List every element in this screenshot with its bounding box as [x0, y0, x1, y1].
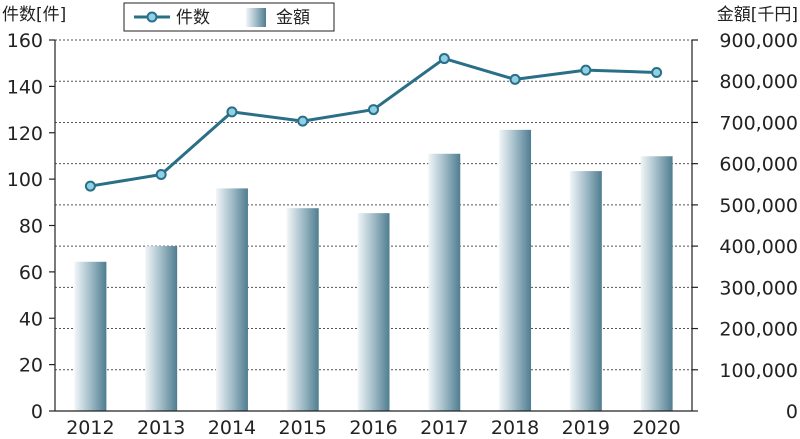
- right-tick-label: 400,000: [719, 236, 798, 258]
- legend-label-count: 件数: [176, 8, 210, 28]
- left-tick-label: 160: [7, 30, 43, 52]
- bar-series: [74, 129, 673, 412]
- left-tick-label: 120: [7, 123, 43, 145]
- count-point-2017: [438, 53, 450, 65]
- line-series: [84, 53, 663, 192]
- bar-2016: [357, 213, 390, 411]
- right-axis-title: 金額[千円]: [717, 5, 798, 25]
- bar-2018: [499, 129, 532, 411]
- x-tick-label: 2013: [137, 417, 185, 439]
- bar-2015: [286, 208, 319, 411]
- bar-2014: [215, 188, 248, 411]
- x-tick-label: 2015: [279, 417, 327, 439]
- left-tick-label: 140: [7, 76, 43, 98]
- left-tick-label: 0: [31, 401, 43, 423]
- bar-2019: [569, 171, 602, 411]
- count-point-2012: [84, 180, 96, 192]
- right-tick-label: 500,000: [719, 195, 798, 217]
- right-tick-label: 0: [786, 401, 798, 423]
- count-point-2018: [509, 73, 521, 85]
- legend-label-amount: 金額: [276, 8, 310, 28]
- bar-2013: [145, 246, 178, 411]
- legend: 件数 金額: [123, 2, 335, 32]
- left-axis-title: 件数[件]: [2, 5, 66, 25]
- x-tick-label: 2012: [66, 417, 114, 439]
- right-tick-label: 700,000: [719, 112, 798, 134]
- axes: [49, 39, 698, 412]
- count-point-2015: [297, 115, 309, 127]
- count-point-2016: [368, 104, 379, 116]
- tick-labels: 0 20 40 60 80 100 120 140 160 0 100,000 200,000 300,…: [7, 30, 798, 439]
- x-tick-label: 2014: [208, 417, 256, 439]
- x-tick-label: 2016: [349, 417, 397, 439]
- left-tick-label: 100: [7, 169, 43, 191]
- left-tick-label: 60: [19, 262, 43, 284]
- x-tick-label: 2017: [420, 417, 468, 439]
- count-point-2013: [155, 168, 167, 180]
- right-tick-label: 100,000: [719, 360, 798, 382]
- legend-line-marker: [146, 11, 158, 23]
- right-tick-label: 800,000: [719, 71, 798, 93]
- right-tick-label: 600,000: [719, 154, 798, 176]
- right-tick-label: 900,000: [719, 30, 798, 52]
- left-tick-label: 40: [19, 308, 43, 330]
- x-tick-label: 2019: [562, 417, 610, 439]
- count-point-2020: [651, 66, 663, 78]
- count-point-2014: [226, 106, 238, 118]
- left-tick-label: 80: [19, 216, 43, 238]
- bar-2020: [640, 156, 673, 411]
- bar-2017: [428, 153, 461, 412]
- count-point-2019: [580, 64, 592, 76]
- x-tick-label: 2020: [632, 417, 680, 439]
- legend-bar-swatch: [246, 8, 266, 27]
- bar-2012: [74, 261, 107, 411]
- left-tick-label: 20: [19, 355, 43, 377]
- x-tick-label: 2018: [491, 417, 539, 439]
- right-tick-label: 200,000: [719, 319, 798, 341]
- right-tick-label: 300,000: [719, 277, 798, 299]
